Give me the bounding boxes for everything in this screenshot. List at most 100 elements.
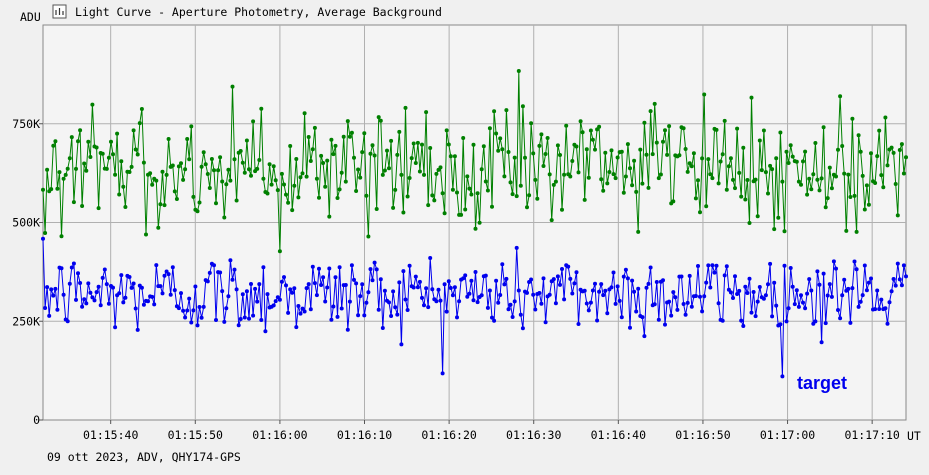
data-point	[483, 273, 488, 278]
data-point	[257, 158, 262, 162]
data-point	[100, 151, 105, 156]
data-point	[201, 150, 206, 155]
data-point	[834, 266, 838, 271]
data-point	[663, 128, 667, 133]
x-tick-label: 01:17:10	[844, 428, 899, 442]
data-point	[284, 192, 288, 197]
data-point	[214, 318, 218, 322]
data-point	[354, 189, 359, 193]
data-point	[889, 289, 894, 294]
data-point	[796, 179, 801, 184]
data-point	[174, 197, 179, 201]
data-point	[349, 130, 354, 135]
x-tick-label: 01:16:50	[675, 428, 730, 442]
data-point	[856, 133, 861, 138]
data-point	[838, 316, 843, 321]
data-point	[570, 291, 575, 296]
data-point	[745, 291, 750, 295]
data-point	[483, 179, 488, 184]
x-tick-label: 01:16:30	[506, 428, 561, 442]
data-point	[113, 325, 118, 330]
data-point	[784, 149, 789, 154]
data-point	[593, 281, 597, 286]
data-point	[609, 285, 614, 290]
data-point	[275, 188, 280, 193]
data-point	[53, 139, 58, 144]
data-point	[327, 266, 332, 271]
data-point	[887, 300, 892, 305]
data-point	[687, 161, 692, 166]
data-point	[438, 165, 443, 170]
data-point	[391, 205, 396, 210]
data-point	[65, 166, 70, 171]
chart-icon[interactable]	[52, 4, 67, 19]
data-point	[706, 157, 711, 162]
data-point	[294, 157, 299, 161]
data-point	[432, 198, 437, 203]
data-point	[696, 264, 700, 268]
data-point	[69, 265, 74, 270]
data-point	[185, 308, 190, 313]
data-point	[586, 308, 591, 313]
data-point	[415, 285, 420, 290]
data-point	[166, 137, 171, 141]
data-point	[597, 124, 602, 129]
data-point	[224, 306, 229, 311]
data-point	[562, 297, 567, 302]
data-point	[827, 165, 832, 170]
data-point	[790, 154, 795, 159]
data-point	[710, 176, 715, 181]
data-point	[393, 305, 398, 310]
data-point	[722, 118, 727, 123]
data-point	[415, 140, 420, 145]
data-point	[164, 172, 169, 177]
data-point	[805, 291, 810, 296]
data-point	[551, 277, 556, 282]
data-point	[222, 215, 227, 220]
data-point	[465, 294, 470, 299]
data-point	[512, 155, 517, 160]
data-point	[273, 178, 278, 183]
data-point	[749, 95, 754, 100]
data-point	[687, 273, 692, 278]
data-point	[609, 148, 614, 153]
data-point	[290, 290, 295, 295]
data-point	[292, 286, 297, 291]
data-point	[673, 295, 678, 300]
data-point	[290, 208, 295, 213]
data-point	[104, 282, 109, 287]
data-point	[362, 131, 367, 136]
data-point	[267, 162, 272, 167]
data-point	[282, 275, 286, 280]
data-point	[636, 229, 641, 234]
data-point	[420, 142, 424, 147]
data-point	[836, 308, 840, 312]
data-point	[877, 128, 882, 133]
data-point	[240, 160, 245, 165]
data-point	[76, 139, 80, 144]
window-title: Light Curve - Aperture Photometry, Avera…	[75, 5, 442, 19]
data-point	[434, 299, 439, 304]
data-point	[144, 232, 148, 237]
data-point	[549, 218, 554, 223]
data-point	[304, 286, 309, 291]
title-bar: Light Curve - Aperture Photometry, Avera…	[52, 4, 442, 19]
data-point	[749, 310, 754, 315]
data-point	[691, 151, 696, 156]
data-point	[234, 198, 239, 203]
data-point	[185, 137, 190, 141]
data-point	[438, 298, 443, 303]
data-point	[529, 121, 534, 126]
data-point	[263, 329, 268, 334]
data-point	[181, 177, 186, 182]
data-point	[84, 301, 89, 306]
data-point	[786, 306, 791, 311]
data-point	[590, 137, 595, 142]
data-point	[875, 288, 880, 293]
data-point	[654, 140, 659, 145]
data-point	[856, 304, 861, 309]
data-point	[422, 303, 426, 308]
data-point	[671, 199, 676, 204]
data-point	[809, 187, 814, 192]
data-point	[858, 299, 863, 304]
